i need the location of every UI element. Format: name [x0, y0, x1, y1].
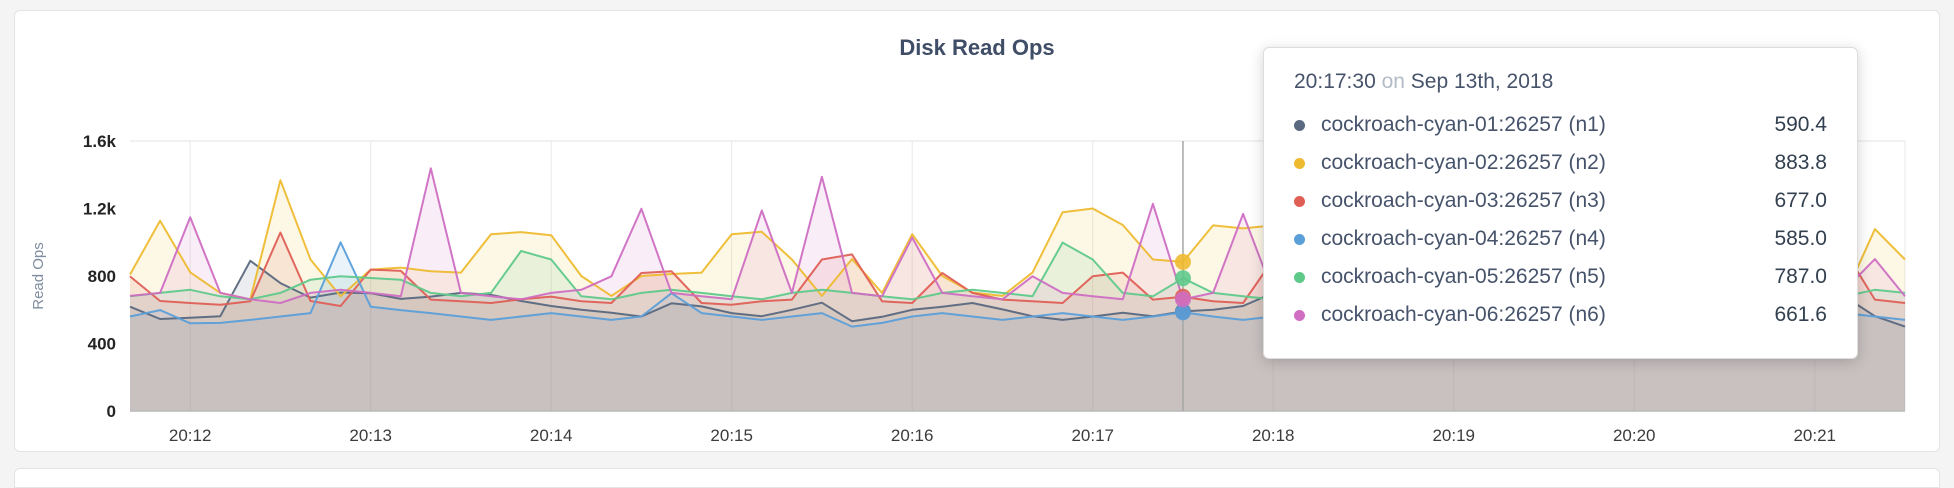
series-color-dot: [1294, 157, 1305, 169]
series-area-n5: [130, 242, 1905, 411]
tooltip-series-row: cockroach-cyan-04:26257 (n4) 585.0: [1294, 220, 1827, 258]
series-color-dot: [1294, 309, 1305, 321]
x-tick-label: 20:15: [710, 426, 753, 445]
series-color-dot: [1294, 195, 1305, 207]
y-tick-label: 1.6k: [83, 132, 117, 151]
tooltip-series-row: cockroach-cyan-03:26257 (n3) 677.0: [1294, 182, 1827, 220]
crosshair-dot-n4: [1174, 304, 1191, 321]
x-tick-label: 20:18: [1252, 426, 1295, 445]
series-value: 787.0: [1774, 265, 1827, 288]
series-color-dot: [1294, 233, 1305, 245]
series-color-dot: [1294, 271, 1305, 283]
series-name: cockroach-cyan-01:26257 (n1): [1321, 113, 1606, 136]
y-tick-label: 800: [88, 267, 116, 286]
x-tick-label: 20:19: [1432, 426, 1475, 445]
x-tick-label: 20:17: [1071, 426, 1114, 445]
series-name: cockroach-cyan-02:26257 (n2): [1321, 151, 1606, 174]
series-name: cockroach-cyan-06:26257 (n6): [1321, 303, 1606, 326]
series-name: cockroach-cyan-05:26257 (n5): [1321, 265, 1606, 288]
x-tick-label: 20:20: [1613, 426, 1656, 445]
series-name: cockroach-cyan-03:26257 (n3): [1321, 189, 1606, 212]
series-value: 661.6: [1774, 303, 1827, 326]
series-color-dot: [1294, 119, 1305, 131]
y-tick-label: 1.2k: [83, 200, 117, 219]
series-area-n1: [130, 260, 1905, 411]
tooltip-time: 20:17:30: [1294, 70, 1376, 93]
series-area-n4: [130, 242, 1905, 411]
x-tick-label: 20:21: [1793, 426, 1836, 445]
y-axis-title: Read Ops: [30, 242, 47, 310]
series-area-n3: [130, 232, 1905, 411]
chart-title: Disk Read Ops: [899, 35, 1055, 60]
y-tick-label: 0: [107, 402, 116, 421]
series-value: 677.0: [1774, 189, 1827, 212]
x-tick-label: 20:14: [530, 426, 573, 445]
tooltip-series-row: cockroach-cyan-02:26257 (n2) 883.8: [1294, 144, 1827, 182]
x-tick-label: 20:16: [891, 426, 934, 445]
tooltip-date: Sep 13th, 2018: [1410, 70, 1554, 93]
x-tick-label: 20:13: [349, 426, 392, 445]
x-tick-label: 20:12: [169, 426, 212, 445]
chart-tooltip: 20:17:30 on Sep 13th, 2018 cockroach-cya…: [1263, 47, 1858, 359]
next-panel-edge: [14, 468, 1940, 488]
tooltip-header: 20:17:30 on Sep 13th, 2018: [1294, 70, 1827, 94]
crosshair-dot-n5: [1174, 270, 1191, 287]
tooltip-on-word: on: [1381, 70, 1405, 93]
crosshair-dot-n2: [1174, 253, 1191, 270]
series-value: 883.8: [1774, 151, 1827, 174]
tooltip-series-row: cockroach-cyan-05:26257 (n5) 787.0: [1294, 258, 1827, 296]
series-name: cockroach-cyan-04:26257 (n4): [1321, 227, 1606, 250]
chart-panel: Disk Read Ops 0 400 800 1.2k 1.6k 20:12 20:13 2…: [14, 10, 1940, 452]
crosshair-dot-n6: [1174, 291, 1191, 308]
series-value: 590.4: [1774, 113, 1827, 136]
tooltip-series-row: cockroach-cyan-06:26257 (n6) 661.6: [1294, 296, 1827, 334]
y-tick-label: 400: [88, 335, 116, 354]
series-value: 585.0: [1774, 227, 1827, 250]
tooltip-rows: cockroach-cyan-01:26257 (n1) 590.4 cockroa…: [1294, 106, 1827, 334]
tooltip-series-row: cockroach-cyan-01:26257 (n1) 590.4: [1294, 106, 1827, 144]
